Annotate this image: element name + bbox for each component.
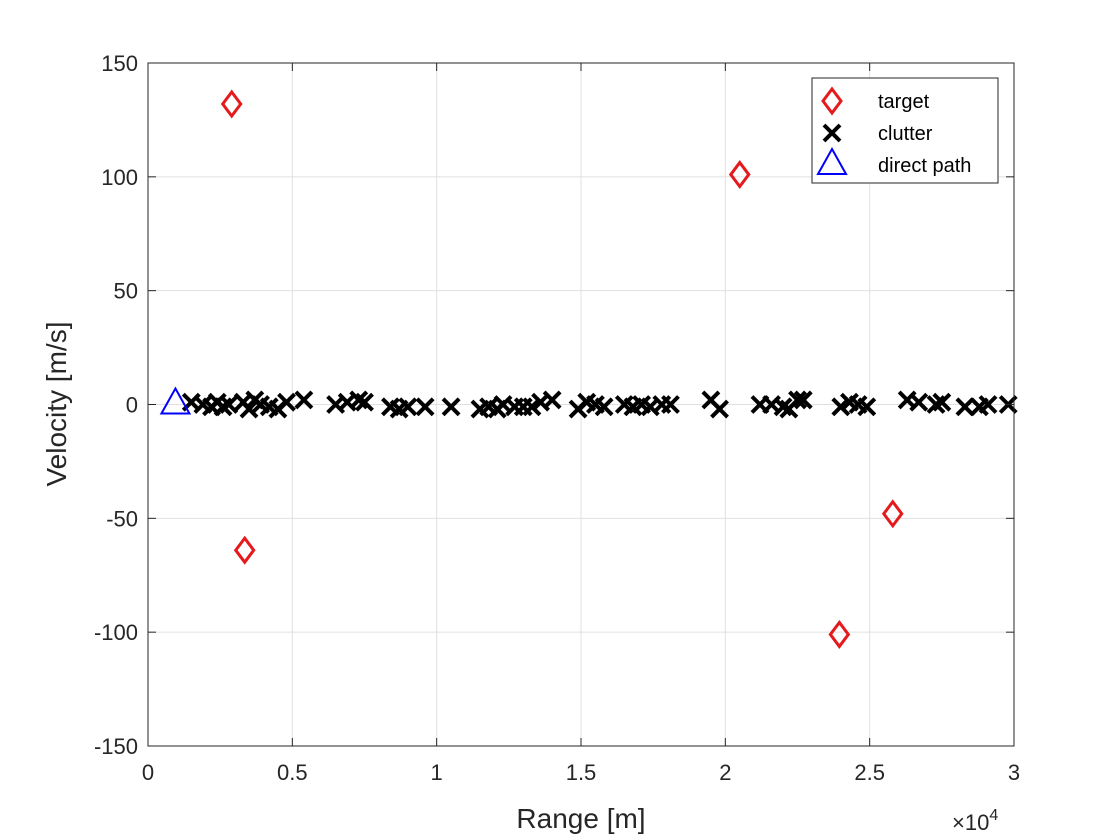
x-tick-label: 3	[1008, 760, 1020, 785]
legend-box	[811, 77, 999, 184]
x-tick-label: 0.5	[277, 760, 308, 785]
clutter-marker	[710, 399, 729, 419]
y-tick-label: -50	[106, 506, 138, 531]
legend-label-direct-path: direct path	[878, 155, 971, 177]
legend-label-target: target	[878, 91, 930, 113]
y-tick-label: 50	[114, 279, 138, 304]
clutter-marker	[441, 397, 461, 417]
legend: target clutter direct path	[811, 77, 999, 184]
clutter-marker	[542, 390, 562, 410]
y-tick-label: 150	[101, 51, 138, 76]
clutter-marker	[788, 390, 807, 410]
clutter-marker	[398, 397, 418, 417]
clutter-marker	[978, 395, 998, 414]
clutter-marker	[909, 392, 929, 412]
legend-label-clutter: clutter	[878, 123, 933, 145]
axis-ticks: 0 0.5 1 1.5 2 2.5 3 150 100 50 0 -50 -100 -150	[94, 51, 1020, 785]
y-tick-label: -100	[94, 620, 138, 645]
target-marker	[728, 160, 751, 190]
x-tick-label: 1	[431, 760, 443, 785]
y-axis-label: Velocity [m/s]	[41, 322, 72, 487]
x-scale-exponent-base: ×10	[952, 810, 989, 835]
clutter-marker	[857, 397, 877, 417]
legend-clutter-icon	[822, 123, 842, 143]
clutter-marker	[793, 390, 813, 410]
clutter-marker	[932, 392, 952, 412]
clutter-marker	[239, 399, 259, 419]
x-tick-label: 1.5	[566, 760, 597, 785]
target-marker	[881, 499, 904, 529]
y-tick-label: 100	[101, 165, 138, 190]
clutter-marker	[277, 392, 296, 412]
clutter-marker	[661, 395, 680, 414]
clutter-marker	[594, 397, 614, 417]
clutter-marker	[955, 397, 975, 417]
x-tick-label: 0	[142, 760, 154, 785]
clutter-marker	[355, 392, 374, 412]
legend-target-icon	[821, 86, 843, 116]
target-marker	[828, 619, 851, 649]
target-marker	[233, 535, 256, 565]
x-scale-exponent-power: 4	[989, 807, 998, 824]
clutter-marker	[294, 390, 314, 410]
direct-path-marker	[159, 386, 192, 415]
x-scale-exponent: ×104	[952, 807, 998, 835]
clutter-marker	[219, 395, 239, 414]
x-tick-label: 2.5	[854, 760, 885, 785]
y-tick-label: 0	[126, 393, 138, 418]
x-tick-label: 2	[719, 760, 731, 785]
x-axis-label: Range [m]	[516, 803, 645, 834]
target-marker	[220, 89, 243, 119]
legend-direct-path-icon	[816, 146, 848, 175]
clutter-marker	[415, 397, 435, 417]
y-tick-label: -150	[94, 734, 138, 759]
